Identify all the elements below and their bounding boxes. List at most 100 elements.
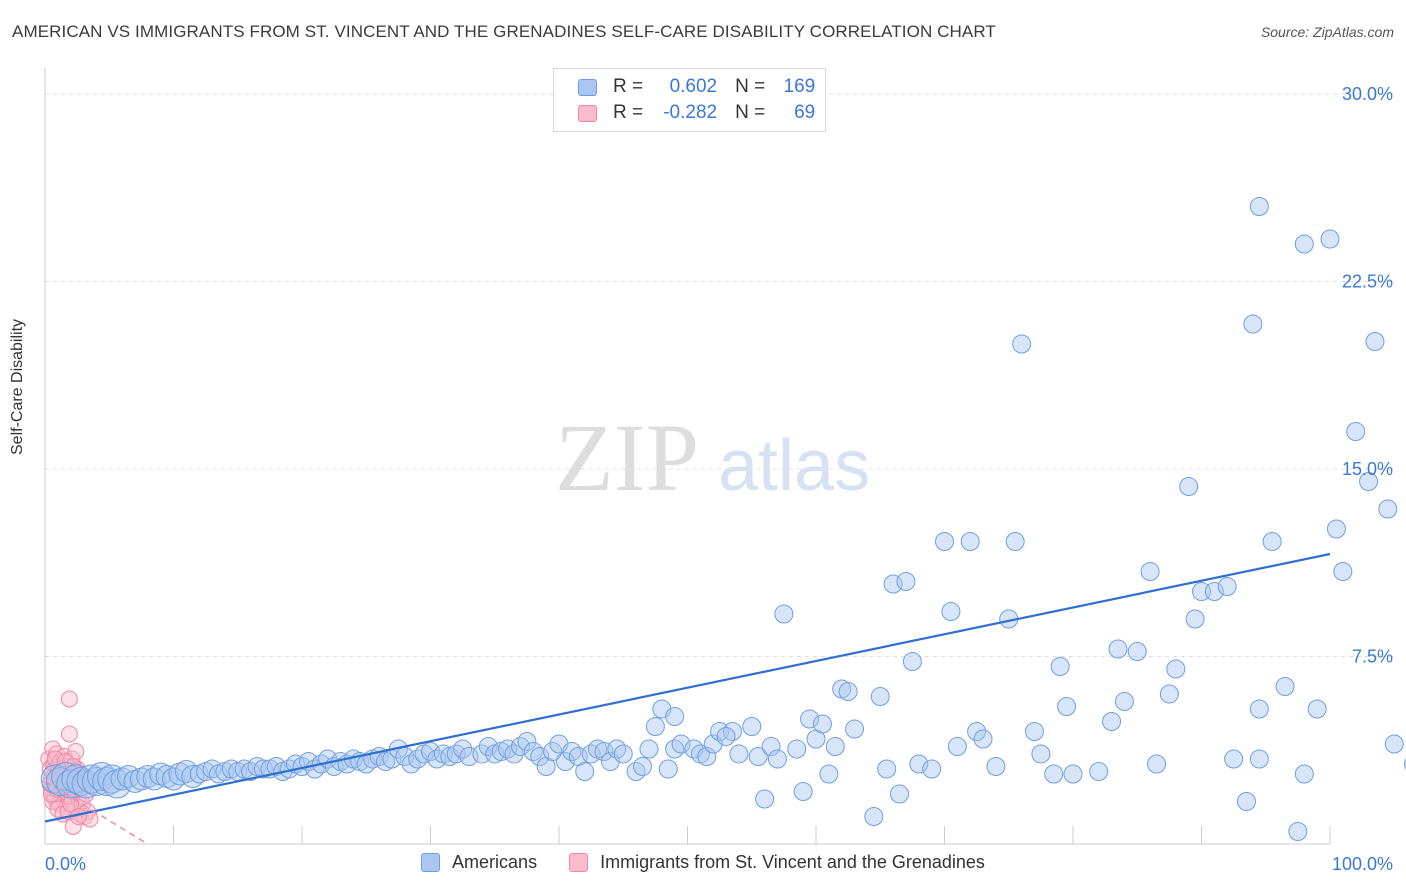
americans-point [1262,532,1282,551]
americans-point [543,742,563,761]
americans-points [40,197,1406,841]
americans-point [1063,764,1083,784]
americans-point [1326,519,1346,539]
watermark-atlas: atlas [718,426,870,506]
americans-point [1224,749,1244,769]
americans-point [401,754,421,774]
americans-point [1275,677,1295,696]
americans-point [748,747,768,766]
americans-point [716,727,736,746]
americans-point [960,532,980,551]
americans-point [845,719,865,739]
americans-point [1114,692,1134,711]
americans-point [767,749,787,769]
americans-point [935,532,954,551]
americans-point [838,682,858,701]
americans-point [877,759,897,779]
americans-point [1166,659,1186,679]
axes [44,68,1331,845]
americans-point [774,604,794,624]
americans-point [1057,697,1077,716]
americans-point [530,747,550,766]
americans-point [1307,699,1327,719]
immigrants-point [42,785,60,803]
americans-point [626,762,646,781]
americans-point [812,714,832,734]
americans-point [1147,754,1167,774]
legend-n-label: N = [735,102,766,123]
series-swatch-americans [421,853,441,872]
americans-point [1333,562,1353,581]
immigrants-point [60,690,78,708]
americans-point [1024,722,1044,741]
y-tick-label: 30.0% [1342,84,1393,104]
legend-swatch-americans [578,78,597,96]
americans-point [890,784,910,804]
americans-point [1294,234,1314,254]
americans-point [1236,792,1256,811]
series-legend-americans: Americans [421,852,537,873]
legend-r-value-americans: 0.602 [669,76,718,97]
americans-point [645,717,665,736]
americans-point [1249,197,1269,216]
americans-point [742,717,762,736]
immigrants-point [67,743,85,760]
americans-point [729,744,749,764]
americans-trend-line [44,552,1331,823]
series-legend: Americans Immigrants from St. Vincent an… [0,852,1406,873]
americans-point [800,709,820,729]
americans-point [87,762,117,791]
americans-point [825,737,845,756]
americans-point [607,739,627,759]
americans-point [102,769,132,799]
legend-r-label: R = [613,102,644,123]
immigrants-trend-line [44,780,149,845]
americans-point [639,739,659,759]
americans-point [671,734,691,754]
tick-labels: 7.5% 15.0% 22.5% 30.0% 0.0% 100.0% [45,84,1393,874]
americans-point [504,744,524,764]
americans-point [1243,314,1263,334]
americans-point [1012,334,1032,354]
americans-point [517,732,537,751]
immigrants-point [51,768,69,785]
americans-point [1179,477,1199,496]
americans-point [967,722,987,741]
americans-point [181,765,205,788]
legend-n-label: N = [735,76,766,97]
americans-point [1249,749,1269,769]
americans-point [76,764,106,794]
legend-r-value-immigrants: -0.282 [663,102,718,123]
americans-point [755,789,775,809]
americans-point [1102,712,1122,731]
americans-point [864,807,884,826]
series-label-immigrants: Immigrants from St. Vincent and the Gren… [600,852,985,872]
americans-point [1346,422,1366,441]
americans-point [1127,642,1147,661]
americans-point [986,757,1006,776]
americans-point [523,742,543,761]
americans-point [1320,229,1340,249]
legend-r-label: R = [613,76,644,97]
americans-point [1185,609,1205,629]
americans-point [1044,764,1064,784]
americans-point [922,759,942,779]
legend-n-value-immigrants: 69 [794,102,816,123]
americans-point [1384,734,1404,754]
legend-row-americans: R = 0.602 N = 169 [578,75,815,99]
americans-point [697,747,717,766]
grid-lines [45,93,1395,657]
americans-point [658,759,678,779]
americans-point [510,737,530,756]
legend-n-value-americans: 169 [783,76,816,97]
americans-point [1159,684,1179,704]
immigrants-point [60,725,78,743]
legend-swatch-immigrants [578,104,597,122]
trend-lines [44,552,1331,845]
americans-point [478,737,498,756]
americans-point [1365,332,1385,351]
americans-point [1108,639,1128,659]
americans-point [633,757,653,776]
americans-point [1089,762,1109,781]
